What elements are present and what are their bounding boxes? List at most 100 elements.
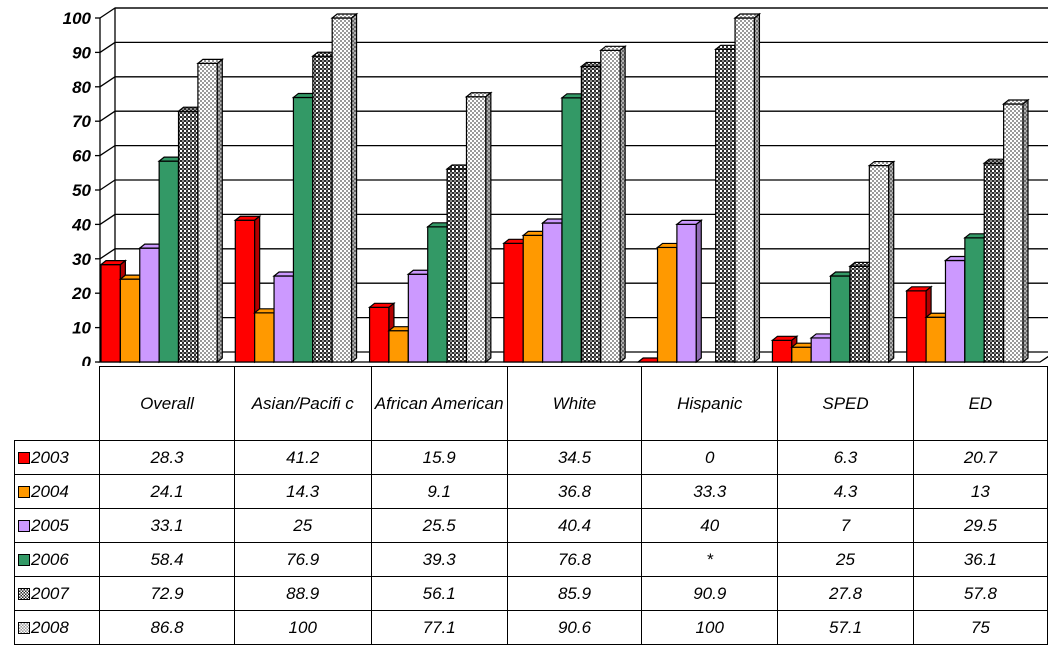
y-tick-label-30: 30 <box>72 250 91 269</box>
data-label-2005-sped: 7 <box>777 508 914 543</box>
bar-ed-2008 <box>1001 98 1030 364</box>
y-tick-label-100: 100 <box>63 9 92 28</box>
data-label-2003-sped: 6.3 <box>777 440 914 475</box>
y-tick-label-90: 90 <box>72 43 91 62</box>
data-label-2006-african-american: 39.3 <box>370 542 508 577</box>
category-label-hispanic: Hispanic <box>641 366 779 441</box>
legend-swatch-2006 <box>18 553 30 566</box>
data-label-2007-white: 85.9 <box>506 576 643 611</box>
data-label-2005-white: 40.4 <box>506 508 643 543</box>
legend-swatch-2005 <box>18 519 30 532</box>
data-label-2006-white: 76.8 <box>506 542 643 577</box>
data-table: Overall Asian/Pacifi c African American Whi… <box>13 366 1048 645</box>
category-label-overall: Overall <box>99 366 235 441</box>
legend-entry-2003: 2003 <box>13 440 101 475</box>
legend-swatch-2004 <box>18 485 30 498</box>
category-label-african-american: African American <box>370 366 508 441</box>
legend-label-2007: 2007 <box>31 583 69 603</box>
bar-hispanic-2005 <box>675 219 703 364</box>
data-label-2004-sped: 4.3 <box>777 474 914 509</box>
legend-label-2004: 2004 <box>31 481 69 501</box>
data-label-2003-african-american: 15.9 <box>370 440 508 475</box>
data-label-2003-ed: 20.7 <box>912 440 1048 475</box>
legend-entry-2006: 2006 <box>13 542 101 577</box>
bar-overall-2008 <box>196 58 224 364</box>
legend-label-2003: 2003 <box>31 447 69 467</box>
y-axis: 0 10 20 30 40 50 60 70 80 90 100 <box>63 9 101 366</box>
bar-asian-pacific-2008 <box>330 12 359 364</box>
data-label-2008-ed: 75 <box>912 610 1048 645</box>
data-label-2004-ed: 13 <box>912 474 1048 509</box>
bars <box>99 12 1030 364</box>
y-tick-label-60: 60 <box>72 147 91 166</box>
y-tick-label-70: 70 <box>72 112 91 131</box>
legend-label-2006: 2006 <box>31 549 69 569</box>
data-label-2007-ed: 57.8 <box>912 576 1048 611</box>
bar-sped-2008 <box>867 160 896 364</box>
data-label-2008-asian-pacific: 100 <box>233 610 372 645</box>
category-label-asian-pacific: Asian/Pacifi c <box>233 366 372 441</box>
data-label-2008-hispanic: 100 <box>641 610 779 645</box>
bar-hispanic-2008 <box>733 12 762 364</box>
data-label-2006-overall: 58.4 <box>99 542 235 577</box>
data-label-2007-overall: 72.9 <box>99 576 235 611</box>
data-label-2007-hispanic: 90.9 <box>641 576 779 611</box>
category-label-ed: ED <box>912 366 1048 441</box>
data-label-2005-overall: 33.1 <box>99 508 235 543</box>
data-label-2007-african-american: 56.1 <box>370 576 508 611</box>
table-row: 2007 72.9 88.9 56.1 85.9 90.9 27.8 57.8 <box>13 576 1048 611</box>
gridline-80 <box>99 76 1048 88</box>
data-label-2006-sped: 25 <box>777 542 914 577</box>
table-row: 2008 86.8 100 77.1 90.6 100 57.1 75 <box>13 610 1048 645</box>
data-label-2004-asian-pacific: 14.3 <box>233 474 372 509</box>
category-label-sped: SPED <box>777 366 914 441</box>
y-tick-label-0: 0 <box>82 353 92 366</box>
bar-white-2008 <box>599 45 627 364</box>
data-label-2004-hispanic: 33.3 <box>641 474 779 509</box>
table-row: 2003 28.3 41.2 15.9 34.5 0 6.3 20.7 <box>13 440 1048 475</box>
legend-entry-2005: 2005 <box>13 508 101 543</box>
data-label-2005-african-american: 25.5 <box>370 508 508 543</box>
bar-african-american-2003 <box>367 302 396 364</box>
gridline-100 <box>99 7 1048 19</box>
legend-label-2008: 2008 <box>31 617 69 637</box>
legend-label-2005: 2005 <box>31 515 69 535</box>
data-label-2005-asian-pacific: 25 <box>233 508 372 543</box>
table-corner <box>15 367 100 441</box>
data-label-2003-white: 34.5 <box>506 440 643 475</box>
bar-african-american-2008 <box>464 91 493 364</box>
data-label-2008-white: 90.6 <box>506 610 643 645</box>
data-label-2008-african-american: 77.1 <box>370 610 508 645</box>
category-label-white: White <box>506 366 643 441</box>
legend-entry-2007: 2007 <box>13 576 101 611</box>
data-label-2008-sped: 57.1 <box>777 610 914 645</box>
data-label-2006-ed: 36.1 <box>912 542 1048 577</box>
legend-swatch-2003 <box>18 451 30 464</box>
y-tick-label-80: 80 <box>72 78 91 97</box>
data-label-2003-asian-pacific: 41.2 <box>233 440 372 475</box>
data-label-2007-asian-pacific: 88.9 <box>233 576 372 611</box>
data-label-2008-overall: 86.8 <box>99 610 235 645</box>
table-row: 2005 33.1 25 25.5 40.4 40 7 29.5 <box>13 508 1048 543</box>
y-tick-label-50: 50 <box>72 181 91 200</box>
legend-swatch-2008 <box>18 621 30 634</box>
table-row: 2006 58.4 76.9 39.3 76.8 * 25 36.1 <box>13 542 1048 577</box>
y-tick-label-20: 20 <box>71 284 91 303</box>
data-label-2005-ed: 29.5 <box>912 508 1048 543</box>
data-label-2004-white: 36.8 <box>506 474 643 509</box>
data-label-2003-hispanic: 0 <box>641 440 779 475</box>
legend-entry-2008: 2008 <box>13 610 101 645</box>
data-label-2007-sped: 27.8 <box>777 576 914 611</box>
legend-entry-2004: 2004 <box>13 474 101 509</box>
table-row: 2004 24.1 14.3 9.1 36.8 33.3 4.3 13 <box>13 474 1048 509</box>
y-tick-label-40: 40 <box>71 215 91 234</box>
data-label-2003-overall: 28.3 <box>99 440 235 475</box>
bar-chart: 0 10 20 30 40 50 60 70 80 90 100 <box>63 7 1048 366</box>
y-tick-label-10: 10 <box>72 319 91 338</box>
data-label-2004-overall: 24.1 <box>99 474 235 509</box>
gridline-90 <box>99 41 1048 53</box>
data-label-2006-hispanic: * <box>641 542 779 577</box>
data-label-2006-asian-pacific: 76.9 <box>233 542 372 577</box>
data-label-2004-african-american: 9.1 <box>370 474 508 509</box>
data-label-2005-hispanic: 40 <box>641 508 779 543</box>
